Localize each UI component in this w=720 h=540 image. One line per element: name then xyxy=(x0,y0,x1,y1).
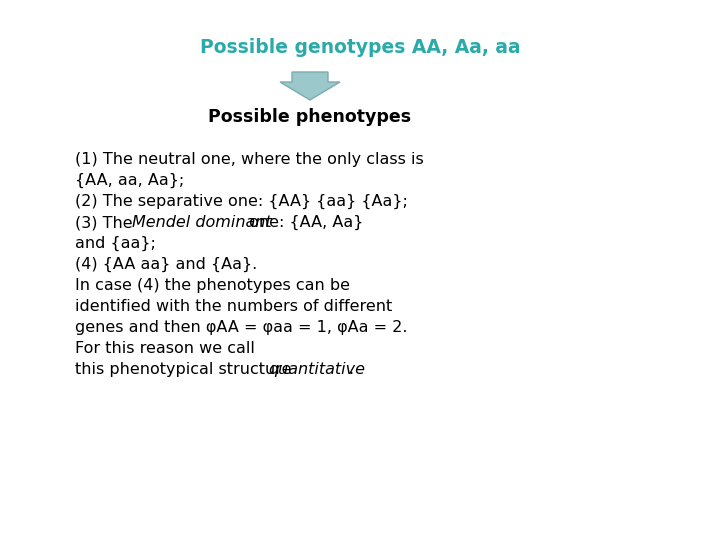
Text: identified with the numbers of different: identified with the numbers of different xyxy=(75,299,392,314)
Text: Possible genotypes AA, Aa, aa: Possible genotypes AA, Aa, aa xyxy=(199,38,521,57)
Text: {AA, aa, Aa};: {AA, aa, Aa}; xyxy=(75,173,184,188)
Text: Mendel dominant: Mendel dominant xyxy=(132,215,271,230)
Text: (4) {AA aa} and {Aa}.: (4) {AA aa} and {Aa}. xyxy=(75,257,257,272)
Text: quantitative: quantitative xyxy=(268,362,365,377)
Text: this phenotypical structure: this phenotypical structure xyxy=(75,362,297,377)
Text: and {aa};: and {aa}; xyxy=(75,236,156,251)
Text: In case (4) the phenotypes can be: In case (4) the phenotypes can be xyxy=(75,278,350,293)
Text: Possible phenotypes: Possible phenotypes xyxy=(208,108,412,126)
Text: (1) The neutral one, where the only class is: (1) The neutral one, where the only clas… xyxy=(75,152,424,167)
Text: (3) The: (3) The xyxy=(75,215,138,230)
Text: (2) The separative one: {AA} {aa} {Aa};: (2) The separative one: {AA} {aa} {Aa}; xyxy=(75,194,408,209)
Text: For this reason we call: For this reason we call xyxy=(75,341,255,356)
Text: .: . xyxy=(348,362,353,377)
Polygon shape xyxy=(280,72,340,100)
Text: genes and then φAA = φaa = 1, φAa = 2.: genes and then φAA = φaa = 1, φAa = 2. xyxy=(75,320,408,335)
Text: one: {AA, Aa}: one: {AA, Aa} xyxy=(244,215,364,230)
